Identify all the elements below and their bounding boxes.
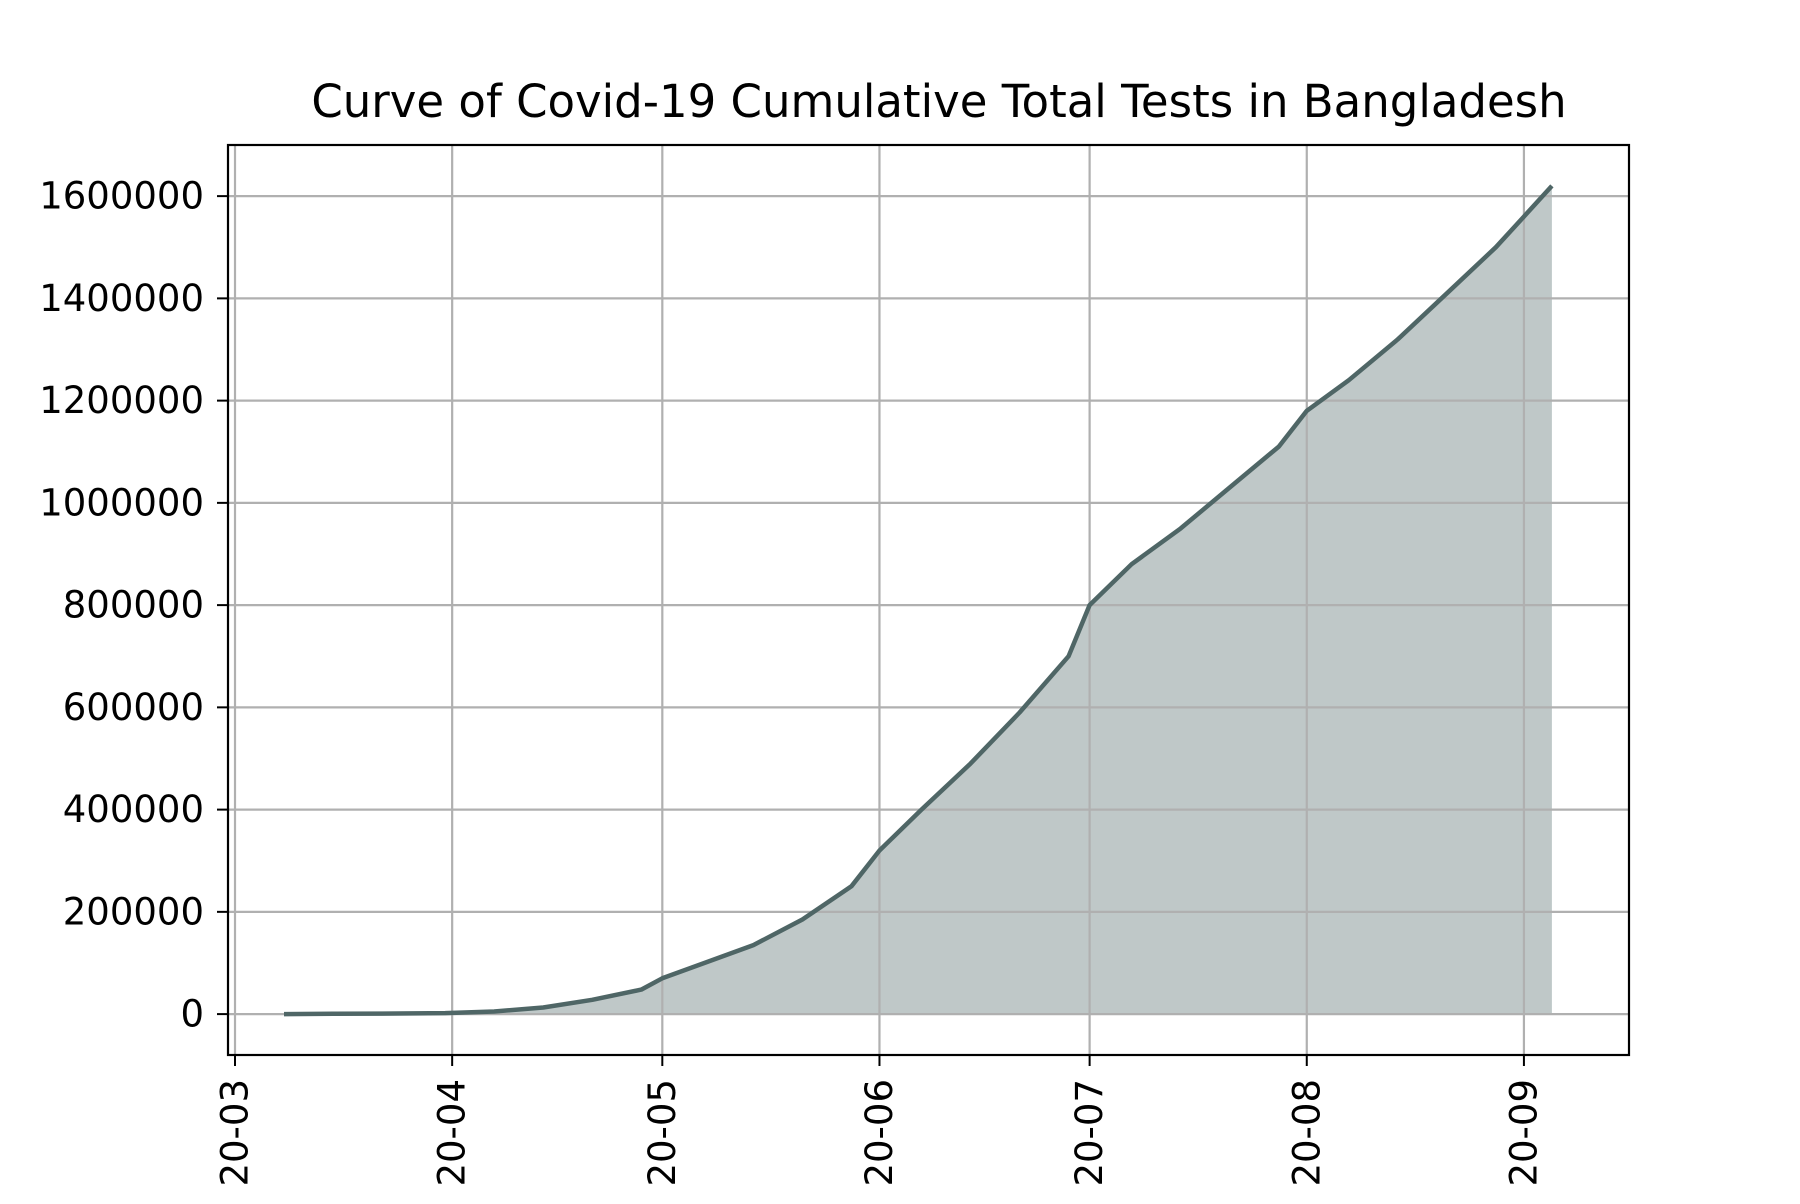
y-tick-label: 0 xyxy=(180,993,204,1036)
y-tick-label: 800000 xyxy=(63,584,204,627)
x-tick-label: 20-03 xyxy=(214,1079,257,1187)
x-tick-label: 20-04 xyxy=(431,1079,474,1187)
y-tick-label: 200000 xyxy=(63,890,204,933)
x-tick-label: 20-06 xyxy=(858,1079,901,1187)
x-axis: 20-03 20-04 20-05 20-06 20-07 20-08 20-09 xyxy=(214,1055,1545,1187)
axes-frame xyxy=(226,143,1631,1057)
y-tick-label: 1000000 xyxy=(39,481,204,524)
y-axis: 0 200000 400000 600000 800000 1000000 1200000 1… xyxy=(39,175,228,1036)
area-fill xyxy=(284,185,1552,1015)
grid-lines xyxy=(228,145,1629,1055)
y-tick-label: 1200000 xyxy=(39,379,204,422)
y-tick-label: 1600000 xyxy=(39,175,204,218)
x-tick-label: 20-09 xyxy=(1502,1079,1545,1187)
series-line xyxy=(283,184,1554,1017)
y-tick-label: 1400000 xyxy=(39,277,204,320)
y-tick-label: 400000 xyxy=(63,788,204,831)
x-tick-label: 20-05 xyxy=(641,1079,684,1187)
x-tick-label: 20-08 xyxy=(1285,1079,1328,1187)
y-tick-label: 600000 xyxy=(63,686,204,729)
chart-title: Curve of Covid-19 Cumulative Total Tests… xyxy=(311,75,1566,128)
x-tick-label: 20-07 xyxy=(1068,1079,1111,1187)
